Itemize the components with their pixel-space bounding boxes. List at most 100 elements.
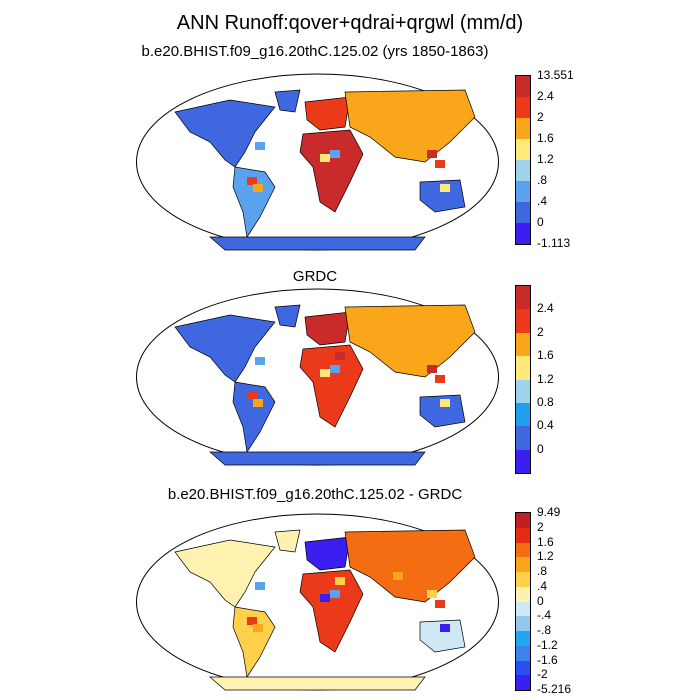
colorbar-segment (516, 586, 530, 602)
runoff-grid-cell (247, 617, 257, 625)
landmass-asia (344, 304, 476, 378)
landmass-north-america (174, 99, 276, 168)
colorbar-segment (516, 356, 530, 380)
colorbar-segment (516, 616, 530, 631)
colorbar-segment (516, 118, 530, 139)
runoff-grid-cell (320, 154, 330, 162)
colorbar-segment (516, 181, 530, 202)
runoff-grid-cell (435, 375, 445, 383)
runoff-grid-cell (253, 184, 263, 192)
colorbar-segment (516, 160, 530, 181)
runoff-grid-cell (335, 577, 345, 585)
colorbar-segment (516, 542, 530, 558)
colorbar-tick-label: 1.2 (537, 371, 554, 386)
landmass-antarctica (209, 236, 426, 251)
runoff-grid-cell (427, 365, 437, 373)
landmass-europe (304, 311, 351, 346)
landmass-australia (419, 179, 466, 213)
runoff-grid-cell (253, 624, 263, 632)
runoff-grid-cell (440, 624, 450, 632)
runoff-grid-cell (253, 399, 263, 407)
runoff-grid-cell (393, 132, 403, 140)
landmass-north-america (174, 539, 276, 608)
colorbar-segment (516, 402, 530, 427)
colorbar-tick-label: .4 (537, 194, 548, 208)
colorbar-tick-label: 2 (537, 324, 544, 339)
colorbar-tick-label: 2 (537, 110, 544, 124)
runoff-grid-cell (440, 184, 450, 192)
runoff-grid-cell (247, 177, 257, 185)
panel-title: GRDC (292, 268, 338, 285)
colorbar-tick-label: -1.2 (537, 637, 558, 652)
colorbar-tick-label: 2.4 (537, 301, 554, 316)
runoff-grid-cell (330, 365, 340, 373)
landmass-australia (419, 619, 466, 653)
colorbar-segment (516, 426, 530, 450)
landmass-greenland (274, 529, 301, 553)
colorbar-tick-label: 0 (537, 593, 544, 608)
colorbar-segment (516, 202, 530, 223)
landmass-antarctica (209, 451, 426, 466)
colorbar-tick-label: 1.2 (537, 152, 554, 166)
world-map (135, 287, 500, 467)
colorbar-tick-label: 9.49 (537, 505, 561, 519)
landmass-greenland (274, 89, 301, 113)
colorbar-tick-label: 2.4 (537, 89, 554, 103)
colorbar-segment (516, 332, 530, 357)
runoff-grid-cell (393, 347, 403, 355)
colorbar-segment (516, 223, 530, 244)
runoff-grid-cell (320, 369, 330, 377)
runoff-grid-cell (427, 590, 437, 598)
colorbar-tick-label: 1.6 (537, 348, 554, 363)
landmass-australia (419, 394, 466, 428)
panel-title: b.e20.BHIST.f09_g16.20thC.125.02 (yrs 18… (141, 43, 489, 60)
colorbar-segment (516, 660, 530, 676)
colorbar (515, 512, 531, 691)
runoff-grid-cell (335, 352, 345, 360)
colorbar-segment (516, 631, 530, 646)
landmass-africa (299, 344, 364, 428)
runoff-grid-cell (435, 160, 445, 168)
landmass-south-america (232, 166, 276, 238)
runoff-grid-cell (330, 150, 340, 158)
runoff-grid-cell (255, 357, 265, 365)
colorbar-tick-label: .4 (537, 578, 548, 593)
landmass-europe (304, 96, 351, 131)
colorbar-segment (516, 675, 530, 690)
runoff-grid-cell (255, 582, 265, 590)
colorbar-tick-label: .8 (537, 173, 548, 187)
colorbar-tick-label: 1.6 (537, 131, 554, 145)
landmass-antarctica (209, 676, 426, 691)
colorbar-segment (516, 572, 530, 587)
colorbar-tick-label: 2 (537, 519, 544, 534)
colorbar (515, 75, 531, 245)
runoff-grid-cell (335, 137, 345, 145)
landmass-south-america (232, 381, 276, 453)
colorbar-tick-label: 1.6 (537, 534, 554, 549)
figure-title: ANN Runoff:qover+qdrai+qrgwl (mm/d) (176, 12, 524, 34)
colorbar-segment (516, 557, 530, 572)
colorbar-tick-label: 0 (537, 215, 544, 229)
colorbar-tick-label: -2 (537, 667, 548, 682)
colorbar-tick-label: -.8 (537, 623, 552, 637)
colorbar-segment (516, 139, 530, 160)
runoff-grid-cell (247, 392, 257, 400)
colorbar-tick-label: -5.216 (537, 682, 572, 696)
colorbar-tick-label: -1.6 (537, 652, 558, 667)
colorbar-segment (516, 76, 530, 97)
landmass-greenland (274, 304, 301, 328)
colorbar-tick-label: -1.113 (537, 236, 571, 250)
colorbar-segment (516, 449, 530, 473)
colorbar-tick-label: 0.4 (537, 418, 554, 433)
runoff-grid-cell (393, 572, 403, 580)
world-map (135, 72, 500, 252)
colorbar-tick-label: -.4 (537, 608, 552, 623)
colorbar-tick-label: 1.2 (537, 549, 554, 564)
landmass-europe (304, 536, 351, 571)
runoff-grid-cell (320, 594, 330, 602)
runoff-grid-cell (255, 142, 265, 150)
colorbar-segment (516, 379, 530, 403)
landmass-asia (344, 529, 476, 603)
world-map (135, 512, 500, 692)
landmass-north-america (174, 314, 276, 383)
